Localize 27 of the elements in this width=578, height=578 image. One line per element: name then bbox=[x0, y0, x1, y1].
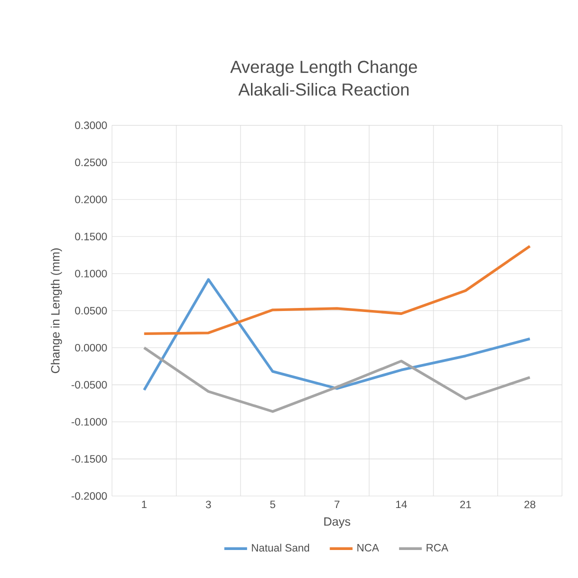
y-tick-label: 0.0000 bbox=[75, 344, 107, 352]
y-tick-label: 0.0500 bbox=[75, 306, 107, 314]
chart-title: Average Length Change Alakali-Silica Reaction bbox=[230, 60, 417, 96]
y-tick-label: -0.1500 bbox=[72, 455, 107, 463]
legend-label: NCA bbox=[357, 544, 380, 552]
line-series bbox=[142, 346, 532, 413]
y-tick-label: -0.1000 bbox=[72, 418, 107, 426]
y-tick-label: 0.1500 bbox=[75, 232, 107, 240]
x-tick-label: 3 bbox=[206, 500, 211, 508]
x-tick-label: 14 bbox=[396, 500, 407, 508]
x-tick-label: 21 bbox=[460, 500, 471, 508]
x-tick-label: 28 bbox=[524, 500, 536, 508]
y-tick-label: 0.2500 bbox=[75, 158, 107, 166]
legend-label: Natual Sand bbox=[252, 544, 310, 552]
line-series bbox=[142, 278, 532, 392]
x-tick-label: 1 bbox=[142, 500, 147, 508]
y-tick-label: 0.3000 bbox=[75, 122, 107, 130]
line-series bbox=[142, 244, 532, 335]
x-tick-label: 7 bbox=[334, 500, 340, 508]
y-tick-label: 0.1000 bbox=[75, 270, 107, 278]
y-tick-label: 0.2000 bbox=[75, 196, 107, 204]
y-tick-label: -0.0500 bbox=[72, 381, 107, 389]
x-tick-label: 5 bbox=[270, 500, 276, 508]
x-axis-title: Days bbox=[324, 517, 350, 528]
y-tick-label: -0.2000 bbox=[72, 492, 107, 500]
y-axis-title: Change in Length (mm) bbox=[50, 248, 62, 374]
legend-label: RCA bbox=[426, 544, 448, 552]
